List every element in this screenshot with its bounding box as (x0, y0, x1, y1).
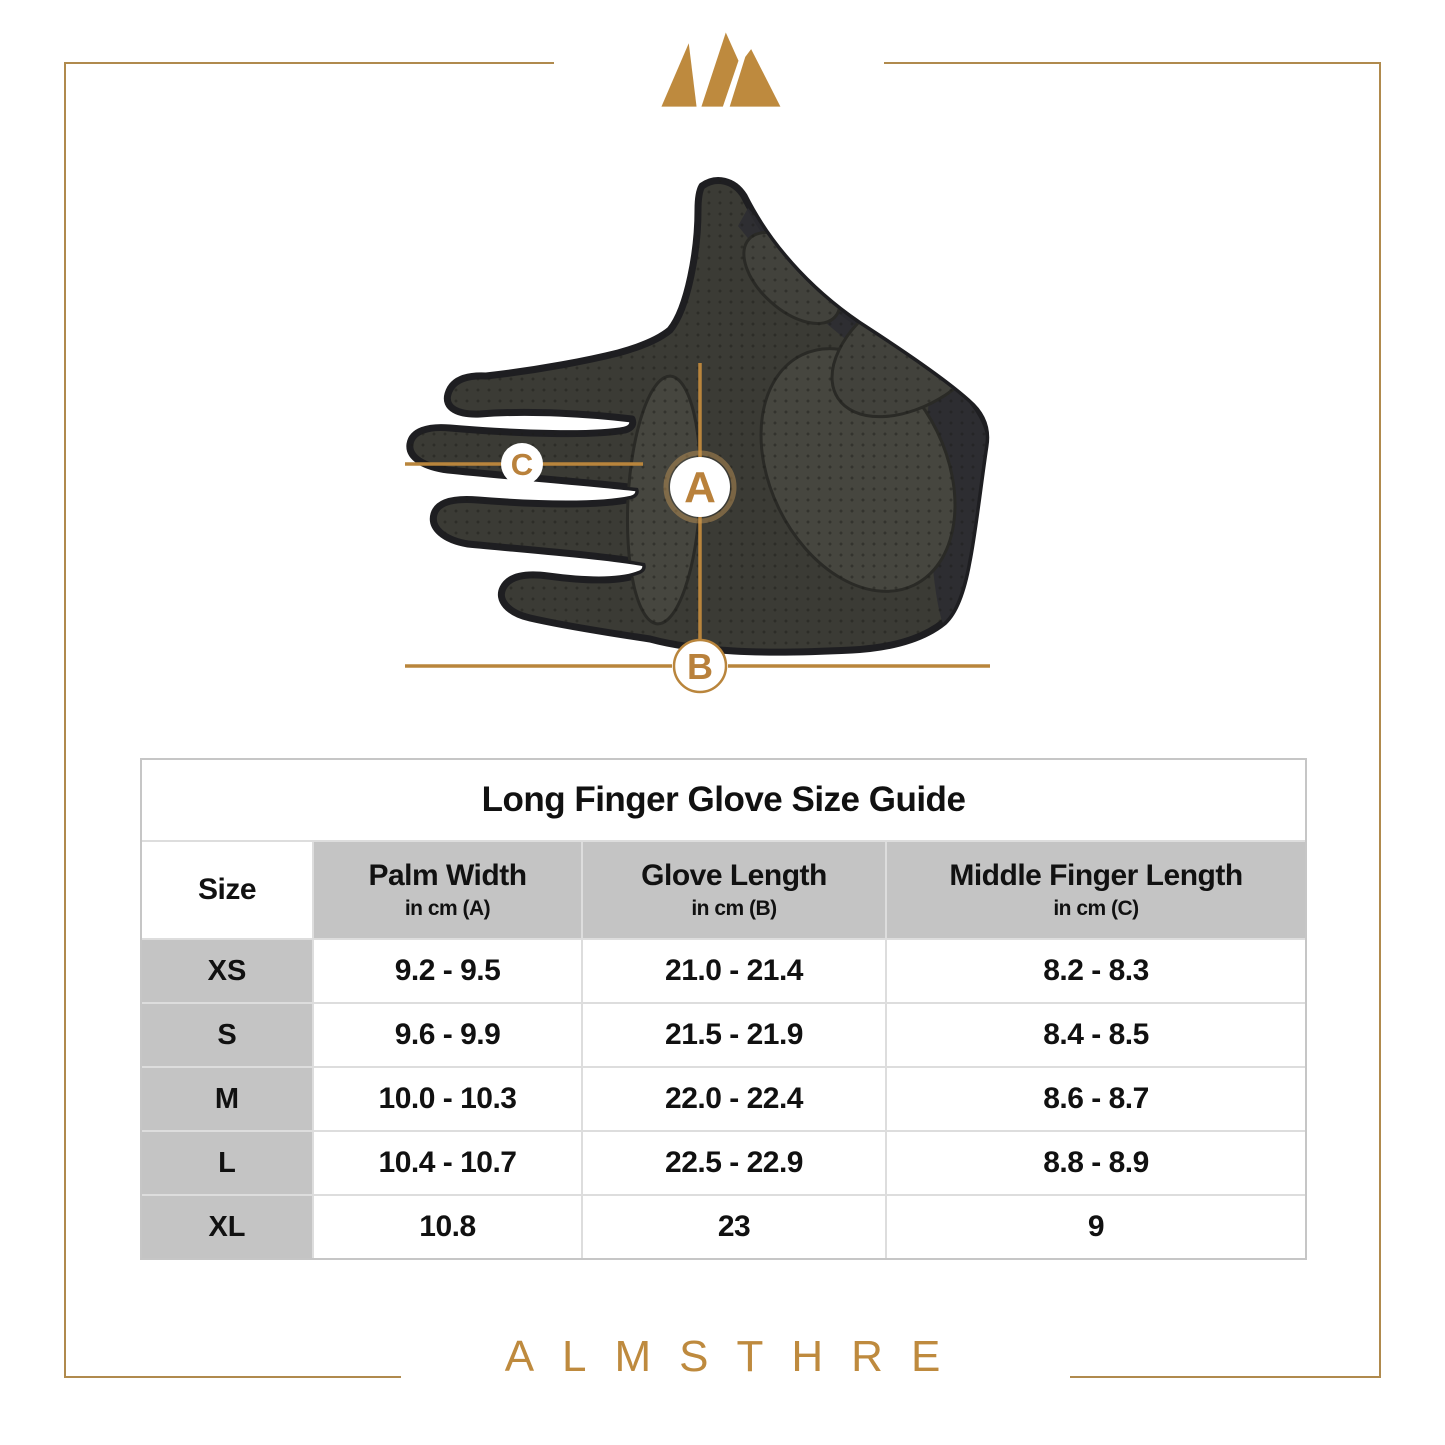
row-size-label: M (142, 1068, 312, 1130)
column-header-palm-width: Palm Width in cm (A) (314, 842, 581, 938)
size-guide-table: Long Finger Glove Size Guide Size Palm W… (140, 758, 1307, 1260)
column-header-label: Middle Finger Length (949, 859, 1243, 892)
row-value-cell: 21.0 - 21.4 (583, 940, 885, 1002)
frame-border-bottom-right-segment (1070, 1376, 1381, 1378)
brand-wordmark: ALMSTHRE (504, 1332, 969, 1381)
column-header-unit: in cm (C) (1053, 897, 1139, 920)
column-header-glove-length: Glove Length in cm (B) (583, 842, 885, 938)
frame-border-top-right-segment (884, 62, 1381, 64)
row-value-cell: 22.5 - 22.9 (583, 1132, 885, 1194)
row-size-label: XS (142, 940, 312, 1002)
row-size-label: XL (142, 1196, 312, 1258)
column-header-label: Palm Width (368, 859, 527, 892)
measurement-line-b: B (405, 638, 990, 694)
row-value-cell: 21.5 - 21.9 (583, 1004, 885, 1066)
row-value-cell: 9 (887, 1196, 1305, 1258)
column-header-size: Size (142, 842, 312, 938)
marker-a-label: A (684, 463, 716, 512)
marker-c-label: C (511, 447, 533, 482)
glove-perforation (409, 180, 986, 653)
column-header-middle-finger-length: Middle Finger Length in cm (C) (887, 842, 1305, 938)
row-value-cell: 10.0 - 10.3 (314, 1068, 581, 1130)
glove-measurement-diagram: C A B (405, 177, 990, 694)
size-table-grid: Size Palm Width in cm (A) Glove Length i… (142, 842, 1305, 1258)
row-size-label: S (142, 1004, 312, 1066)
row-value-cell: 9.6 - 9.9 (314, 1004, 581, 1066)
row-value-cell: 8.8 - 8.9 (887, 1132, 1305, 1194)
row-value-cell: 8.2 - 8.3 (887, 940, 1305, 1002)
column-header-unit: in cm (A) (404, 897, 491, 920)
row-value-cell: 8.6 - 8.7 (887, 1068, 1305, 1130)
frame-border-right (1379, 62, 1381, 1378)
marker-b-label: B (687, 646, 713, 687)
frame-border-left (64, 62, 66, 1378)
row-value-cell: 10.4 - 10.7 (314, 1132, 581, 1194)
row-value-cell: 23 (583, 1196, 885, 1258)
mountain-logo-icon (661, 32, 781, 107)
column-header-label: Size (197, 873, 257, 906)
row-value-cell: 10.8 (314, 1196, 581, 1258)
row-value-cell: 8.4 - 8.5 (887, 1004, 1305, 1066)
row-size-label: L (142, 1132, 312, 1194)
measurement-line-a: A (663, 363, 737, 650)
column-header-label: Glove Length (641, 859, 827, 892)
measurement-line-c: C (405, 443, 643, 485)
row-value-cell: 9.2 - 9.5 (314, 940, 581, 1002)
frame-border-top-left-segment (64, 62, 554, 64)
column-header-unit: in cm (B) (691, 897, 777, 920)
table-title: Long Finger Glove Size Guide (142, 760, 1305, 842)
row-value-cell: 22.0 - 22.4 (583, 1068, 885, 1130)
frame-border-bottom-left-segment (64, 1376, 401, 1378)
